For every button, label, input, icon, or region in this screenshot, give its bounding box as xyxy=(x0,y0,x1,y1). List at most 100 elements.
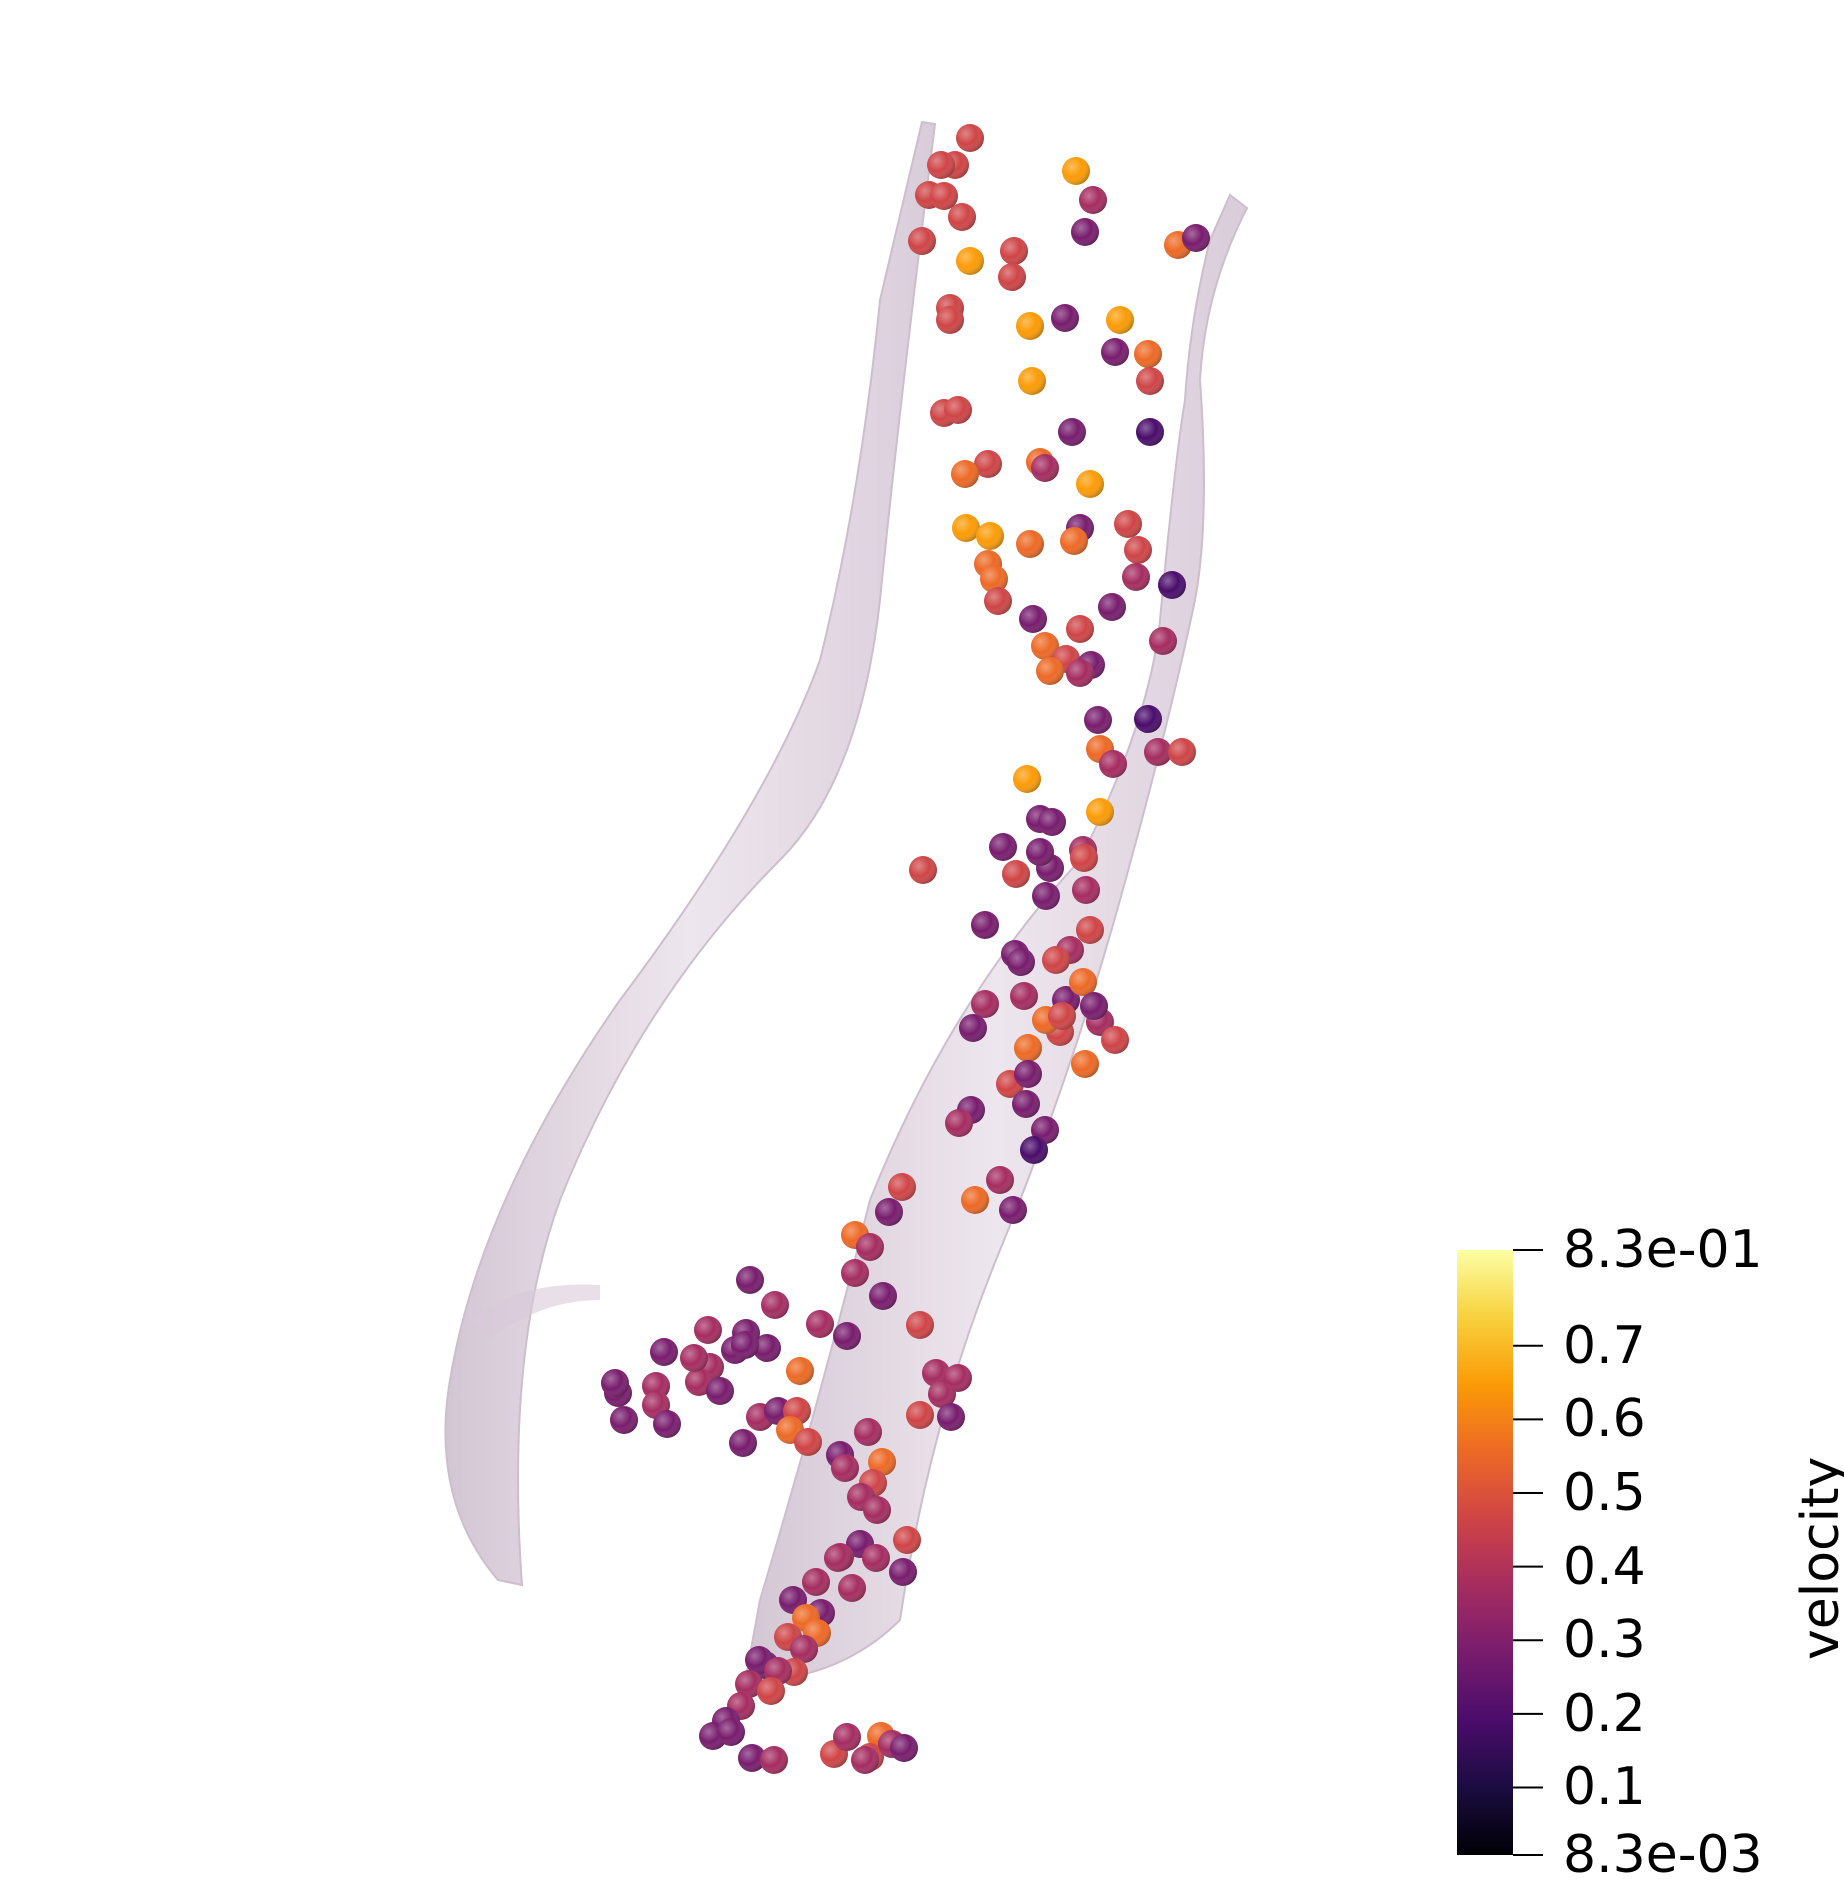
particle-sphere-shading xyxy=(757,1677,785,1705)
particle-sphere-shading xyxy=(906,1311,934,1339)
particle-sphere-shading xyxy=(610,1406,638,1434)
particle-sphere-shading xyxy=(986,1166,1014,1194)
particle-sphere-shading xyxy=(735,1670,763,1698)
particle-sphere-shading xyxy=(1136,367,1164,395)
particle-sphere-shading xyxy=(838,1574,866,1602)
particle-sphere-shading xyxy=(1134,340,1162,368)
particle-sphere-shading xyxy=(863,1496,891,1524)
particle-sphere-shading xyxy=(685,1368,713,1396)
tube-right-wall xyxy=(743,193,1249,1684)
particle-sphere-shading xyxy=(974,450,1002,478)
particle-sphere-shading xyxy=(944,396,972,424)
particle-sphere-shading xyxy=(1136,418,1164,446)
particle-sphere-shading xyxy=(1016,312,1044,340)
particle-sphere-shading xyxy=(984,587,1012,615)
particle-sphere-shading xyxy=(936,306,964,334)
particle-sphere-shading xyxy=(1014,1034,1042,1062)
particle-sphere-shading xyxy=(1101,338,1129,366)
particle-sphere-shading xyxy=(794,1428,822,1456)
particle-sphere-shading xyxy=(1070,844,1098,872)
particle-sphere-shading xyxy=(1114,510,1142,538)
particle-sphere-shading xyxy=(1042,946,1070,974)
particle-sphere-shading xyxy=(862,1544,890,1572)
particle-sphere-shading xyxy=(802,1568,830,1596)
particle-sphere-shading xyxy=(937,1403,965,1431)
particle-sphere-shading xyxy=(1031,454,1059,482)
particle-sphere-shading xyxy=(1058,418,1086,446)
particle-sphere-shading xyxy=(1079,186,1107,214)
particle-sphere-shading xyxy=(1182,224,1210,252)
particle-sphere-shading xyxy=(1134,705,1162,733)
particle-sphere-shading xyxy=(944,1364,972,1392)
particle-sphere-shading xyxy=(875,1198,903,1226)
particle-sphere-shading xyxy=(1149,627,1177,655)
particle-sphere-shading xyxy=(653,1410,681,1438)
particle-sphere-shading xyxy=(951,460,979,488)
particle-sphere-shading xyxy=(1062,157,1090,185)
particle-sphere-shading xyxy=(601,1369,629,1397)
particle-sphere-shading xyxy=(1051,304,1079,332)
particle-sphere-shading xyxy=(851,1746,879,1774)
particle-sphere-shading xyxy=(909,856,937,884)
particle-sphere-shading xyxy=(1158,571,1186,599)
particle-sphere-shading xyxy=(1020,1136,1048,1164)
particle-sphere-shading xyxy=(922,1359,950,1387)
particle-sphere-shading xyxy=(1084,706,1112,734)
particle-sphere-shading xyxy=(1071,1050,1099,1078)
particle-sphere-shading xyxy=(971,990,999,1018)
particle-sphere-shading xyxy=(1066,615,1094,643)
particle-sphere-shading xyxy=(680,1344,708,1372)
particle-sphere-shading xyxy=(1012,1090,1040,1118)
particle-sphere-shading xyxy=(948,203,976,231)
particle-sphere-shading xyxy=(841,1259,869,1287)
particle-sphere-shading xyxy=(1010,982,1038,1010)
particle-sphere-shading xyxy=(736,1266,764,1294)
particle-sphere-shading xyxy=(753,1334,781,1362)
particle-sphere-shading xyxy=(908,227,936,255)
particle-spheres xyxy=(601,124,1210,1774)
particle-sphere-shading xyxy=(927,151,955,179)
particle-sphere-shading xyxy=(1076,470,1104,498)
particle-sphere-shading xyxy=(706,1377,734,1405)
particle-sphere-shading xyxy=(1013,765,1041,793)
particle-sphere-shading xyxy=(717,1718,745,1746)
particle-sphere-shading xyxy=(833,1723,861,1751)
particle-sphere-shading xyxy=(1038,808,1066,836)
particle-sphere-shading xyxy=(1080,992,1108,1020)
particle-sphere-shading xyxy=(694,1316,722,1344)
particle-sphere-shading xyxy=(1071,218,1099,246)
particle-sphere-shading xyxy=(956,247,984,275)
particle-sphere-shading xyxy=(1066,659,1094,687)
particle-sphere-shading xyxy=(890,1734,918,1762)
particle-sphere-shading xyxy=(738,1744,766,1772)
particle-sphere-shading xyxy=(1106,306,1134,334)
particle-sphere-shading xyxy=(1122,563,1150,591)
particle-sphere-shading xyxy=(831,1454,859,1482)
particle-sphere-shading xyxy=(1124,536,1152,564)
particle-sphere-shading xyxy=(1098,593,1126,621)
particle-sphere-shading xyxy=(1016,530,1044,558)
particle-sphere-shading xyxy=(1036,657,1064,685)
particle-sphere-shading xyxy=(952,514,980,542)
particle-sphere-shading xyxy=(760,1746,788,1774)
particle-sphere-shading xyxy=(833,1322,861,1350)
particle-sphere-shading xyxy=(1060,527,1088,555)
tube-bottom-rim xyxy=(470,1284,600,1340)
particle-sphere-shading xyxy=(729,1429,757,1457)
particle-sphere-shading xyxy=(1086,798,1114,826)
particle-sphere-shading xyxy=(989,833,1017,861)
particle-sphere-shading xyxy=(869,1282,897,1310)
particle-sphere-shading xyxy=(854,1418,882,1446)
particle-sphere-shading xyxy=(1168,738,1196,766)
particle-sphere-shading xyxy=(998,263,1026,291)
particle-sphere-shading xyxy=(930,182,958,210)
particle-sphere-shading xyxy=(731,1331,759,1359)
particle-sphere-shading xyxy=(1014,1060,1042,1088)
particle-sphere-shading xyxy=(786,1357,814,1385)
particle-sphere-shading xyxy=(1031,632,1059,660)
particle-sphere-shading xyxy=(971,911,999,939)
particle-sphere-shading xyxy=(1048,1002,1076,1030)
particle-sphere-shading xyxy=(856,1233,884,1261)
particle-sphere-shading xyxy=(976,522,1004,550)
